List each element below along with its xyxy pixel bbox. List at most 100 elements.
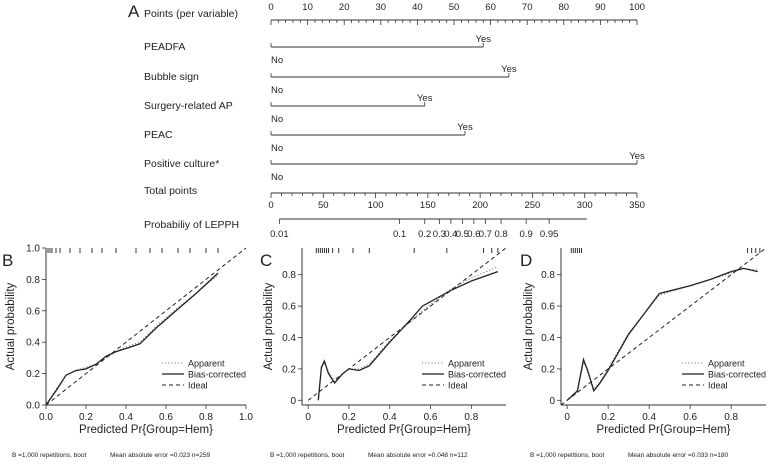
nomogram: 0 10 20 30 40 50 60 70 80 90 100 Yes No Yes No Yes No Yes… [268, 2, 645, 240]
y-tick-label: 0.6 [26, 306, 40, 317]
y-tick-label: 0.4 [541, 333, 555, 344]
legend-label: Ideal [188, 381, 208, 391]
points-axis-tick-label: 10 [302, 2, 313, 13]
total-points-tick-label: 50 [318, 200, 329, 211]
points-axis-tick-label: 50 [449, 2, 460, 13]
x-tick-label: 0.8 [464, 412, 478, 423]
x-tick-label: 0 [564, 412, 570, 423]
calibration-panels: B 0.0 0.2 0.4 0.6 0.8 1.0 0.0 0.2 0.4 0.6 0.8 1.0 Pre… [2, 244, 767, 460]
panel-label-a: A [128, 2, 140, 21]
total-points-tick-label: 350 [629, 200, 645, 211]
variable-label-3: PEAC [144, 129, 173, 141]
legend-label: Bias-corrected [188, 370, 246, 380]
x-axis-label: Predicted Pr{Group=Hem} [597, 424, 731, 436]
probability-axis-tick-label: 0.3 [433, 229, 446, 240]
legend-label: Apparent [708, 359, 745, 369]
probability-axis-tick-label: 0.01 [270, 229, 289, 240]
x-tick-label: 0.0 [39, 412, 53, 423]
points-axis-tick-label: 80 [559, 2, 570, 13]
total-points-tick-label: 300 [577, 200, 593, 211]
x-tick-label: 0 [305, 412, 311, 423]
probability-axis-tick-label: 0.1 [393, 229, 406, 240]
x-tick-label: 0.6 [683, 412, 697, 423]
probability-axis-tick-label: 0.95 [540, 229, 559, 240]
x-tick-label: 0.4 [383, 412, 397, 423]
x-tick-label: 0.2 [79, 412, 93, 423]
y-tick-label: 0.8 [541, 270, 555, 281]
x-tick-label: 0.2 [601, 412, 615, 423]
footnote-repetitions: B =1,000 repetitions, boot [530, 452, 604, 459]
y-tick-label: 0.2 [26, 369, 40, 380]
x-tick-label: 0.6 [424, 412, 438, 423]
probability-axis-tick-label: 0.8 [494, 229, 507, 240]
total-points-label: Total points [144, 185, 197, 197]
y-tick-label: 0.8 [26, 275, 40, 286]
y-tick-label: 0.0 [26, 401, 40, 412]
y-tick-label: 0.4 [26, 338, 40, 349]
variable-yes-label: Yes [476, 34, 492, 45]
points-axis-label: Points (per variable) [144, 8, 238, 20]
x-tick-label: 0.4 [119, 412, 133, 423]
footnote-error: Mean absolute error =0.033 n=180 [628, 452, 728, 459]
points-axis-tick-label: 100 [629, 2, 645, 13]
total-points-tick-label: 200 [472, 200, 488, 211]
variable-label-2: Surgery-related AP [144, 100, 233, 112]
series-line-apparent [566, 267, 758, 401]
y-tick-label: 0.6 [282, 302, 296, 313]
variable-no-label: No [271, 114, 283, 125]
variable-label-4: Positive culture* [144, 158, 219, 170]
variable-label-0: PEADFA [144, 41, 185, 53]
y-tick-label: 1.0 [26, 244, 40, 255]
total-points-tick-label: 0 [268, 200, 273, 211]
y-tick-label: 0.2 [282, 364, 296, 375]
y-tick-label: 0.8 [282, 270, 296, 281]
x-tick-label: 1.0 [239, 412, 253, 423]
points-axis-tick-label: 30 [376, 2, 387, 13]
variable-label-1: Bubble sign [144, 71, 199, 83]
y-axis-label: Actual probability [263, 282, 275, 370]
points-axis-tick-label: 0 [268, 2, 273, 13]
footnote-repetitions: B =1,000 repetitions, boot [270, 452, 344, 459]
footnote-repetitions: B =1,000 repetitions, boot [12, 452, 86, 459]
probability-axis-label: Probabiliy of LEPPH [144, 219, 239, 231]
variable-yes-label: Yes [501, 64, 517, 75]
variable-no-label: No [271, 172, 283, 183]
variable-no-label: No [271, 55, 283, 66]
series-line-bias-corrected [317, 270, 499, 401]
x-tick-label: 0.2 [342, 412, 356, 423]
x-axis-label: Predicted Pr{Group=Hem} [79, 424, 213, 436]
total-points-tick-label: 250 [524, 200, 540, 211]
probability-axis-tick-label: 0.6 [467, 229, 480, 240]
x-tick-label: 0.6 [159, 412, 173, 423]
probability-axis-tick-label: 0.7 [479, 229, 492, 240]
x-tick-label: 0.8 [724, 412, 738, 423]
points-axis-tick-label: 40 [412, 2, 423, 13]
variable-no-label: No [271, 85, 283, 96]
series-line-bias-corrected [45, 272, 219, 406]
points-axis-tick-label: 70 [522, 2, 533, 13]
y-axis-label: Actual probability [5, 282, 17, 370]
footnote-error: Mean absolute error =0.023 n=259 [110, 452, 210, 459]
series-line-ideal [560, 247, 767, 406]
x-axis-label: Predicted Pr{Group=Hem} [337, 424, 471, 436]
legend-label: Ideal [448, 381, 468, 391]
calibration-panel-b: B 0.0 0.2 0.4 0.6 0.8 1.0 0.0 0.2 0.4 0.6 0.8 1.0 Pre… [2, 244, 253, 460]
variable-yes-label: Yes [629, 151, 645, 162]
x-tick-label: 0.4 [642, 412, 656, 423]
variable-yes-label: Yes [457, 122, 473, 133]
variable-no-label: No [271, 143, 283, 154]
legend-label: Apparent [448, 359, 485, 369]
y-tick-label: 0.2 [541, 364, 555, 375]
y-tick-label: 0.6 [541, 302, 555, 313]
panel-label: C [260, 251, 272, 270]
probability-axis-tick-label: 0.5 [456, 229, 469, 240]
points-axis-tick-label: 20 [339, 2, 350, 13]
y-tick-label: 0 [290, 396, 296, 407]
total-points-tick-label: 100 [368, 200, 384, 211]
y-tick-label: 0 [549, 396, 555, 407]
legend-label: Apparent [188, 359, 225, 369]
y-tick-label: 0.4 [282, 333, 296, 344]
variable-yes-label: Yes [417, 93, 433, 104]
